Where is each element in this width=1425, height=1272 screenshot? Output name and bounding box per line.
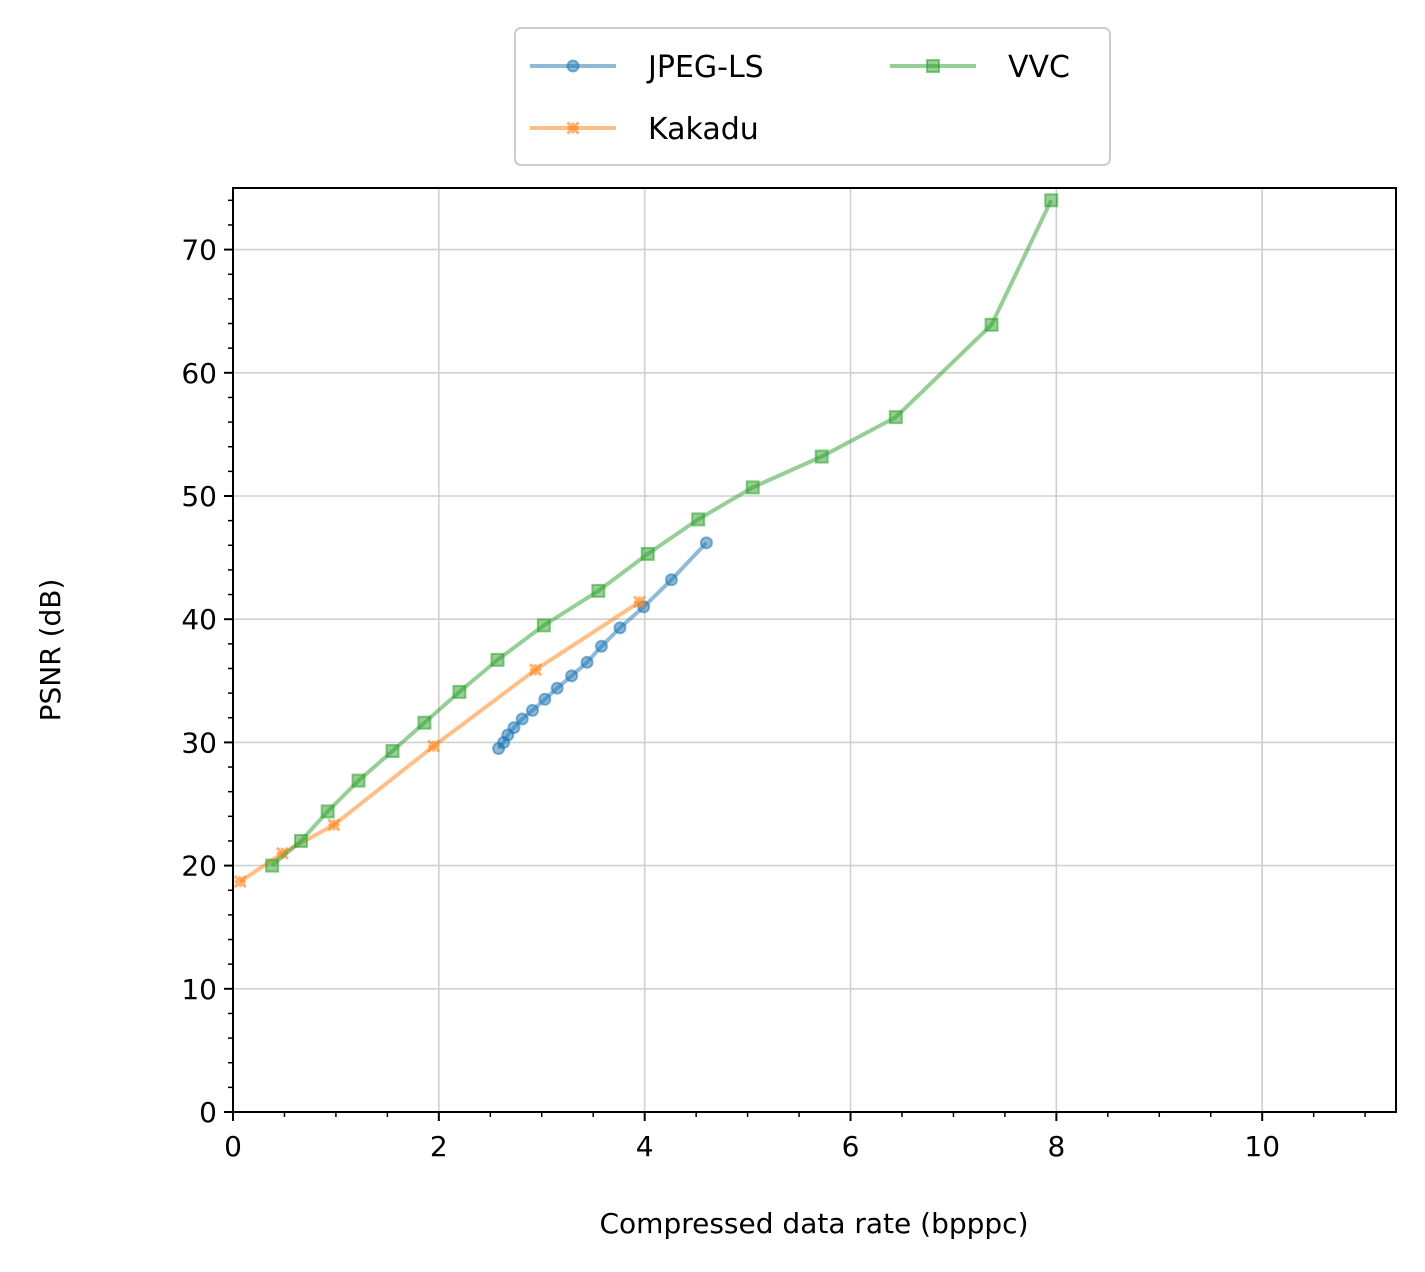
data-point-jpeg-ls [594, 639, 608, 653]
data-point-vvc [265, 858, 280, 873]
data-point-jpeg-ls [664, 573, 678, 587]
data-point-vvc [640, 546, 655, 561]
data-point-vvc [814, 449, 829, 464]
data-point-jpeg-ls [538, 692, 552, 706]
x-axis-label: Compressed data rate (bpppc) [599, 1207, 1028, 1240]
data-point-jpeg-ls [565, 669, 579, 683]
data-point-vvc [888, 410, 903, 425]
data-point-vvc [293, 833, 308, 848]
data-point-vvc [1044, 193, 1059, 208]
x-tick-label: 0 [224, 1130, 242, 1163]
y-tick-label: 0 [199, 1096, 217, 1129]
legend: JPEG-LS Kakadu VVC [514, 27, 1111, 166]
data-point-jpeg-ls [525, 703, 539, 717]
data-point-vvc [452, 684, 467, 699]
legend-entry-kakadu: Kakadu [530, 112, 759, 147]
data-point-kakadu [275, 846, 289, 860]
data-point-kakadu [529, 663, 543, 677]
y-tick-label: 20 [181, 850, 217, 883]
data-point-vvc [984, 317, 999, 332]
y-axis-label: PSNR (dB) [34, 579, 67, 722]
series-kakadu [233, 595, 647, 889]
data-point-vvc [490, 652, 505, 667]
legend-label-vvc: VVC [1008, 50, 1070, 85]
legend-entry-jpeg-ls: JPEG-LS [530, 50, 764, 85]
legend-marker-jpeg-ls [566, 59, 580, 73]
data-point-kakadu [233, 875, 247, 889]
x-tick-label: 10 [1244, 1130, 1280, 1163]
data-point-vvc [385, 744, 400, 759]
series-layer [233, 193, 1059, 889]
data-point-vvc [320, 804, 335, 819]
x-tick-label: 8 [1047, 1130, 1065, 1163]
data-point-vvc [745, 480, 760, 495]
data-point-vvc [536, 618, 551, 633]
data-point-jpeg-ls [550, 681, 564, 695]
legend-marker-kakadu [566, 121, 580, 135]
x-tick-label: 2 [430, 1130, 448, 1163]
data-point-vvc [591, 583, 606, 598]
series-line-kakadu [239, 600, 641, 884]
y-tick-label: 50 [181, 480, 217, 513]
legend-box [514, 27, 1111, 166]
data-point-jpeg-ls [699, 536, 713, 550]
data-point-jpeg-ls [580, 655, 594, 669]
y-tick-label: 10 [181, 973, 217, 1006]
series-jpeg-ls [492, 536, 713, 756]
legend-entry-vvc: VVC [890, 50, 1070, 85]
data-point-jpeg-ls [613, 621, 627, 635]
data-point-kakadu [327, 818, 341, 832]
legend-marker-vvc [926, 59, 940, 73]
data-point-vvc [691, 512, 706, 527]
data-point-kakadu [427, 739, 441, 753]
y-tick-label: 30 [181, 726, 217, 759]
data-point-jpeg-ls [507, 721, 521, 735]
legend-label-jpeg-ls: JPEG-LS [646, 50, 764, 85]
data-point-jpeg-ls [515, 712, 529, 726]
y-tick-label: 40 [181, 603, 217, 636]
ticks: 0 2 4 6 8 10 0 10 20 30 40 50 60 70 [181, 199, 1366, 1163]
series-vvc [265, 193, 1059, 873]
data-point-vvc [351, 773, 366, 788]
legend-label-kakadu: Kakadu [648, 112, 759, 147]
data-point-vvc [417, 715, 432, 730]
grid [232, 188, 1396, 1113]
y-tick-label: 70 [181, 234, 217, 267]
data-point-kakadu [632, 595, 647, 609]
x-tick-label: 4 [636, 1130, 654, 1163]
plot-frame [232, 187, 1397, 1113]
y-tick-label: 60 [181, 357, 217, 390]
x-tick-label: 6 [842, 1130, 860, 1163]
